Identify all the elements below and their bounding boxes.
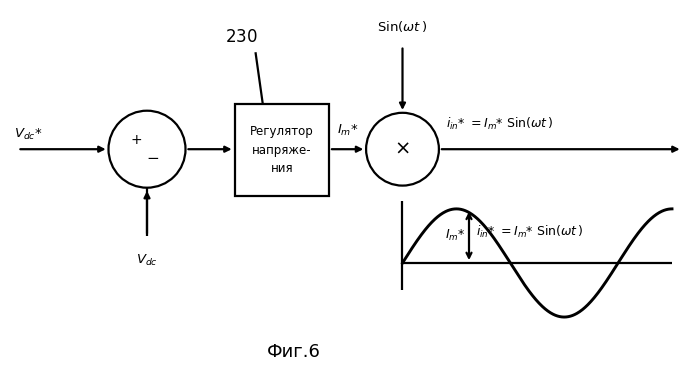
Text: −: − [146, 151, 159, 166]
Text: $\mathrm{Sin}(\omega t\,)$: $\mathrm{Sin}(\omega t\,)$ [377, 19, 428, 34]
Text: $\mathbf{\mathit{230}}$: $\mathbf{\mathit{230}}$ [225, 28, 258, 46]
Text: $\mathit{V_{dc}}$: $\mathit{V_{dc}}$ [136, 253, 158, 268]
Text: напряже-: напряже- [252, 144, 312, 157]
Text: +: + [131, 133, 142, 147]
Text: $\mathit{I_m}$*: $\mathit{I_m}$* [337, 123, 358, 138]
Text: ×: × [394, 140, 411, 159]
Text: ния: ния [270, 162, 293, 175]
Text: $\mathit{I_m}$*: $\mathit{I_m}$* [445, 228, 466, 244]
Text: $\mathit{i_{in}}$* $= \mathit{I_m}$* Sin$(\omega t\,)$: $\mathit{i_{in}}$* $= \mathit{I_m}$* Sin… [446, 116, 554, 132]
Text: Фиг.6: Фиг.6 [267, 344, 321, 361]
Text: $\mathit{i_{in}}$* $= \mathit{I_m}$* Sin$(\omega t\,)$: $\mathit{i_{in}}$* $= \mathit{I_m}$* Sin… [476, 224, 584, 240]
Text: Регулятор: Регулятор [250, 125, 314, 138]
Text: $\mathit{V_{dc}}$*: $\mathit{V_{dc}}$* [14, 127, 43, 142]
Bar [234, 104, 329, 196]
